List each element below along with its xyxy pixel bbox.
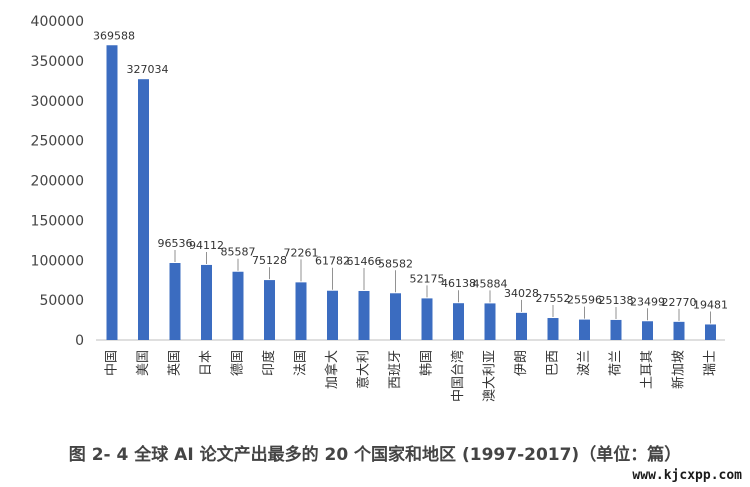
category-label: 日本 <box>199 350 214 376</box>
y-tick-label: 400000 <box>31 14 84 30</box>
category-label: 加拿大 <box>324 350 340 389</box>
bar-chart: 0 50000 100000 150000 200000 250000 300000 3500… <box>31 14 728 402</box>
data-label: 19481 <box>693 298 728 311</box>
bar <box>106 45 118 340</box>
bar <box>201 264 212 340</box>
category-label: 瑞士 <box>703 350 718 376</box>
data-label: 61782 <box>315 255 350 268</box>
category-labels: 中国 美国 英国 日本 德国 印度 法国 加拿大 意大利 西班牙 韩国 中国台湾 澳大利亚 伊朗 巴西 波兰荷… <box>105 350 719 402</box>
category-label: 印度 <box>261 350 277 376</box>
category-label: 荷兰 <box>609 350 624 376</box>
data-label: 85587 <box>221 246 256 259</box>
bar <box>169 263 181 340</box>
bar <box>484 303 496 340</box>
y-tick-label: 50000 <box>39 293 84 309</box>
category-label: 美国 <box>136 350 151 376</box>
category-label: 法国 <box>294 350 309 376</box>
bar <box>453 303 464 340</box>
data-label: 58582 <box>378 257 413 270</box>
category-label: 伊朗 <box>514 350 529 376</box>
y-tick-label: 0 <box>75 333 84 349</box>
axes: 0 50000 100000 150000 200000 250000 300000 3500… <box>31 14 725 349</box>
category-label: 中国 <box>105 350 120 376</box>
bar <box>232 271 244 340</box>
category-label: 土耳其 <box>640 350 655 389</box>
y-tick-label: 350000 <box>31 54 84 70</box>
category-label: 巴西 <box>546 350 561 376</box>
y-tick-label: 300000 <box>31 94 84 110</box>
bar <box>610 319 622 340</box>
bar <box>547 318 559 340</box>
data-label: 25138 <box>599 294 634 307</box>
data-label: 45884 <box>473 277 508 290</box>
category-label: 西班牙 <box>388 350 403 389</box>
data-label: 94112 <box>189 239 224 252</box>
data-label: 72261 <box>284 246 319 259</box>
data-label: 25596 <box>567 294 602 307</box>
bar <box>516 312 527 340</box>
figure-caption: 图 2- 4 全球 AI 论文产出最多的 20 个国家和地区 (1997-201… <box>68 445 682 465</box>
category-label: 新加坡 <box>671 350 687 389</box>
data-label: 23499 <box>630 295 665 308</box>
category-label: 德国 <box>231 350 246 376</box>
data-label: 22770 <box>662 296 697 309</box>
category-label: 意大利 <box>356 350 372 389</box>
data-label: 34028 <box>504 287 539 300</box>
bar <box>705 324 716 340</box>
y-tick-label: 150000 <box>31 213 84 229</box>
bar <box>358 290 370 340</box>
bar <box>390 293 401 340</box>
data-labels: 369588 327034 9653694112855877512872261617… <box>93 29 728 324</box>
bar <box>264 280 275 340</box>
category-label: 澳大利亚 <box>482 350 498 402</box>
category-label: 中国台湾 <box>450 350 466 402</box>
bar <box>673 321 685 340</box>
data-label: 52175 <box>410 272 445 285</box>
watermark: www.kjcxpp.com <box>632 468 742 483</box>
bar <box>642 321 653 340</box>
category-label: 英国 <box>168 350 183 376</box>
y-tick-label: 200000 <box>31 174 84 190</box>
y-tick-label: 250000 <box>31 134 84 150</box>
bar <box>295 282 307 340</box>
data-label: 96536 <box>158 237 193 250</box>
bars <box>106 45 716 341</box>
data-label: 327034 <box>127 63 169 76</box>
data-label: 46138 <box>441 277 476 290</box>
bar <box>138 79 149 341</box>
category-label: 波兰 <box>577 350 592 376</box>
data-label: 369588 <box>93 29 135 42</box>
y-tick-label: 100000 <box>31 253 84 269</box>
data-label: 75128 <box>252 254 287 267</box>
data-label: 61466 <box>347 255 382 268</box>
bar <box>579 319 590 340</box>
bar <box>421 298 433 340</box>
category-label: 韩国 <box>420 350 435 376</box>
data-label: 27552 <box>536 292 571 305</box>
bar <box>327 290 338 340</box>
